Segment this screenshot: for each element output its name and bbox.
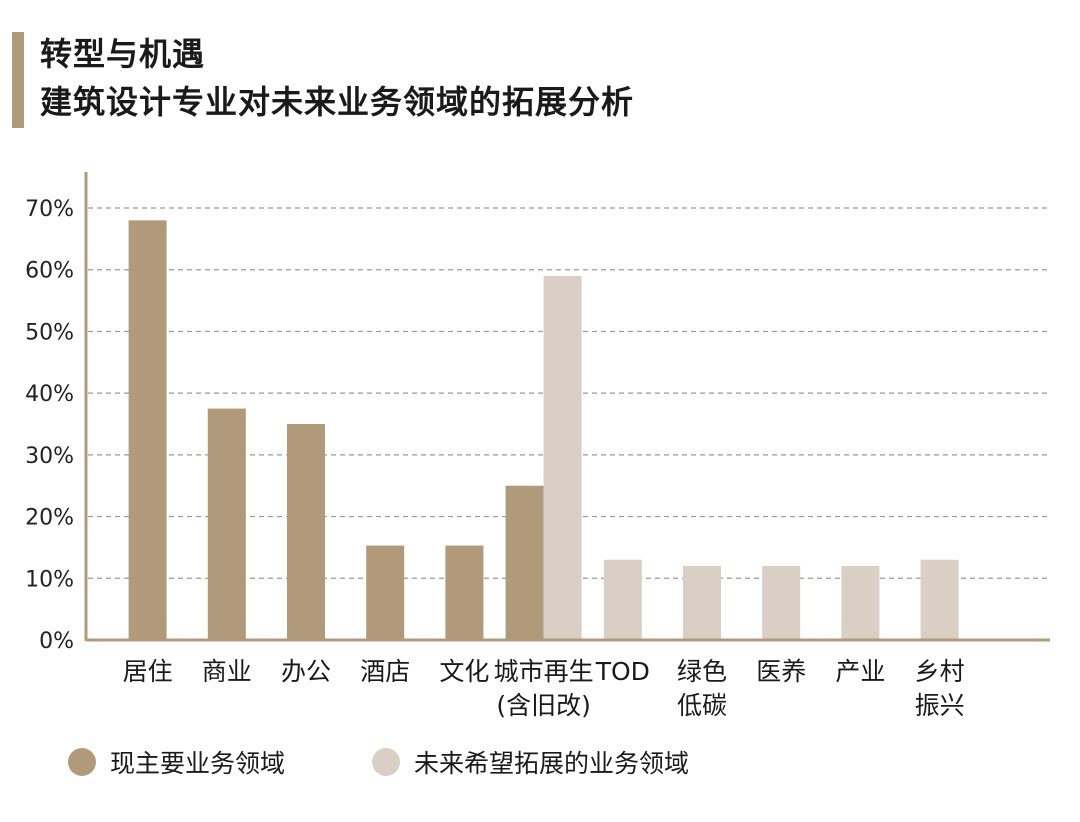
legend-swatch-current	[68, 748, 96, 776]
y-tick-label: 30%	[25, 444, 74, 469]
y-tick-label: 70%	[25, 197, 74, 222]
x-category-label: TOD	[595, 657, 650, 686]
x-category-label: 文化	[439, 657, 489, 686]
bar-future	[762, 565, 801, 640]
y-tick-label: 0%	[39, 629, 74, 654]
x-category-label: 办公	[281, 657, 331, 686]
bar-current	[505, 485, 544, 640]
bar-future	[920, 559, 959, 640]
y-tick-label: 20%	[25, 506, 74, 531]
title-accent-bar	[12, 32, 24, 128]
y-tick-label: 10%	[25, 567, 74, 592]
legend-item-future: 未来希望拓展的业务领域	[372, 744, 689, 780]
bar-current	[445, 545, 484, 640]
y-tick-label: 40%	[25, 382, 74, 407]
x-category-label: 低碳	[677, 691, 727, 720]
x-category-label: 居住	[123, 657, 173, 686]
title-line-2: 建筑设计专业对未来业务领域的拓展分析	[40, 83, 635, 121]
chart-title: 转型与机遇 建筑设计专业对未来业务领域的拓展分析	[40, 30, 634, 126]
legend-swatch-future	[372, 748, 400, 776]
bar-current	[287, 424, 325, 640]
x-category-label: (含旧改)	[496, 691, 591, 720]
bar-current	[366, 545, 405, 640]
y-tick-label: 60%	[25, 259, 74, 284]
bar-current	[207, 408, 246, 640]
x-category-label: 医养	[756, 657, 806, 686]
legend-item-current: 现主要业务领域	[68, 744, 285, 780]
bar-future	[841, 565, 880, 640]
x-category-label: 商业	[202, 657, 252, 686]
bar-future	[683, 565, 721, 640]
x-category-label: 城市再生	[494, 657, 594, 686]
x-category-label: 绿色	[677, 657, 727, 686]
bar-future	[603, 559, 642, 640]
bar-future	[543, 275, 582, 640]
x-category-label: 乡村	[915, 657, 965, 686]
legend-label-current: 现主要业务领域	[110, 749, 286, 778]
title-line-1: 转型与机遇	[40, 35, 206, 73]
y-tick-label: 50%	[25, 320, 74, 345]
x-category-label: 酒店	[360, 657, 410, 686]
bar-chart: 0% 10% 20% 30% 40% 50% 60% 70% 居住 商业 办公 酒店 文化 城市再生 (含旧…	[25, 172, 1050, 720]
bar-current	[128, 220, 167, 640]
x-category-label: 产业	[835, 657, 885, 686]
x-category-label: 振兴	[915, 691, 965, 720]
legend-label-future: 未来希望拓展的业务领域	[414, 749, 690, 778]
